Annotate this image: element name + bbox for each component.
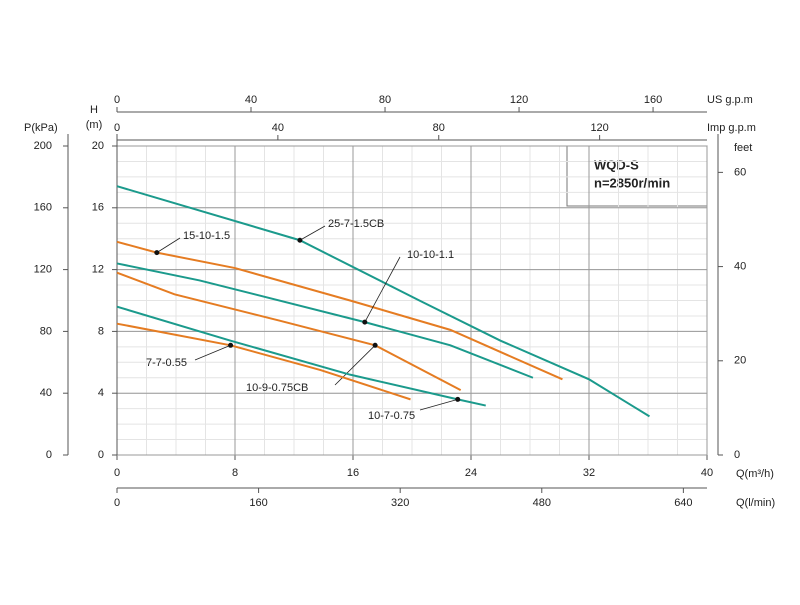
y-tick-label: 8 bbox=[98, 325, 104, 337]
x-tick-label: 8 bbox=[232, 467, 238, 479]
curve-label: 10-10-1.1 bbox=[407, 249, 454, 261]
curve-label: 10-9-0.75CB bbox=[246, 382, 308, 394]
curve-label: 25-7-1.5CB bbox=[328, 218, 384, 230]
feet-tick-label: 40 bbox=[734, 260, 746, 272]
y-tick-label: 0 bbox=[98, 449, 104, 461]
curve bbox=[116, 240, 563, 381]
pressure-tick-label: 200 bbox=[34, 140, 52, 152]
curve-marker bbox=[228, 342, 234, 348]
feet-tick-label: 0 bbox=[734, 449, 740, 461]
chart-subtitle: n=2850r/min bbox=[594, 175, 670, 190]
leader-line bbox=[364, 256, 401, 323]
feet-tick-label: 20 bbox=[734, 355, 746, 367]
leader-line bbox=[299, 225, 326, 241]
feet-label: feet bbox=[734, 142, 752, 154]
x-tick-label: 32 bbox=[583, 467, 595, 479]
y-tick-label: 4 bbox=[98, 387, 104, 399]
leader-line bbox=[334, 345, 376, 386]
x-label: Q(m³/h) bbox=[736, 468, 774, 480]
leader-line bbox=[419, 398, 458, 411]
lpm-tick-label: 640 bbox=[674, 497, 692, 509]
title-box bbox=[566, 145, 708, 207]
chart-title: WQD-S bbox=[594, 157, 639, 172]
curve-marker bbox=[362, 319, 368, 325]
curve bbox=[116, 322, 411, 401]
curve-label: 7-7-0.55 bbox=[146, 357, 187, 369]
curve-marker bbox=[297, 237, 303, 243]
pressure-tick-label: 160 bbox=[34, 202, 52, 214]
imp-gpm-tick-label: 40 bbox=[272, 122, 284, 134]
pressure-label: P(kPa) bbox=[24, 122, 58, 134]
curve bbox=[116, 185, 650, 418]
x-tick-label: 16 bbox=[347, 467, 359, 479]
x-tick-label: 0 bbox=[114, 467, 120, 479]
leader-line bbox=[156, 237, 181, 253]
lpm-tick-label: 320 bbox=[391, 497, 409, 509]
x-tick-label: 24 bbox=[465, 467, 477, 479]
us-gpm-tick-label: 40 bbox=[245, 94, 257, 106]
y-tick-label: 16 bbox=[92, 202, 104, 214]
imp-gpm-tick-label: 0 bbox=[114, 122, 120, 134]
imp-gpm-tick-label: 80 bbox=[433, 122, 445, 134]
lpm-tick-label: 160 bbox=[249, 497, 267, 509]
curve-label: 15-10-1.5 bbox=[183, 230, 230, 242]
us-gpm-tick-label: 120 bbox=[510, 94, 528, 106]
us-gpm-tick-label: 80 bbox=[379, 94, 391, 106]
feet-tick-label: 60 bbox=[734, 166, 746, 178]
y-label: (m) bbox=[86, 119, 103, 131]
curve bbox=[116, 271, 462, 391]
curve bbox=[116, 305, 486, 407]
curve-marker bbox=[154, 250, 160, 256]
imp-gpm-label: Imp g.p.m bbox=[707, 122, 756, 134]
y-tick-label: 20 bbox=[92, 140, 104, 152]
y-tick-label: 12 bbox=[92, 264, 104, 276]
lpm-tick-label: 0 bbox=[114, 497, 120, 509]
us-gpm-tick-label: 0 bbox=[114, 94, 120, 106]
curve-label: 10-7-0.75 bbox=[368, 410, 415, 422]
pressure-tick-label: 80 bbox=[40, 325, 52, 337]
us-gpm-tick-label: 160 bbox=[644, 94, 662, 106]
leader-line bbox=[194, 344, 231, 361]
us-gpm-label: US g.p.m bbox=[707, 94, 753, 106]
lpm-tick-label: 480 bbox=[533, 497, 551, 509]
pressure-tick-label: 0 bbox=[46, 449, 52, 461]
y-label: H bbox=[90, 104, 98, 116]
curve-marker bbox=[455, 396, 461, 402]
x-tick-label: 40 bbox=[701, 467, 713, 479]
lpm-label: Q(l/min) bbox=[736, 497, 775, 509]
pressure-tick-label: 120 bbox=[34, 264, 52, 276]
imp-gpm-tick-label: 120 bbox=[590, 122, 608, 134]
pressure-tick-label: 40 bbox=[40, 387, 52, 399]
curve-marker bbox=[372, 342, 378, 348]
